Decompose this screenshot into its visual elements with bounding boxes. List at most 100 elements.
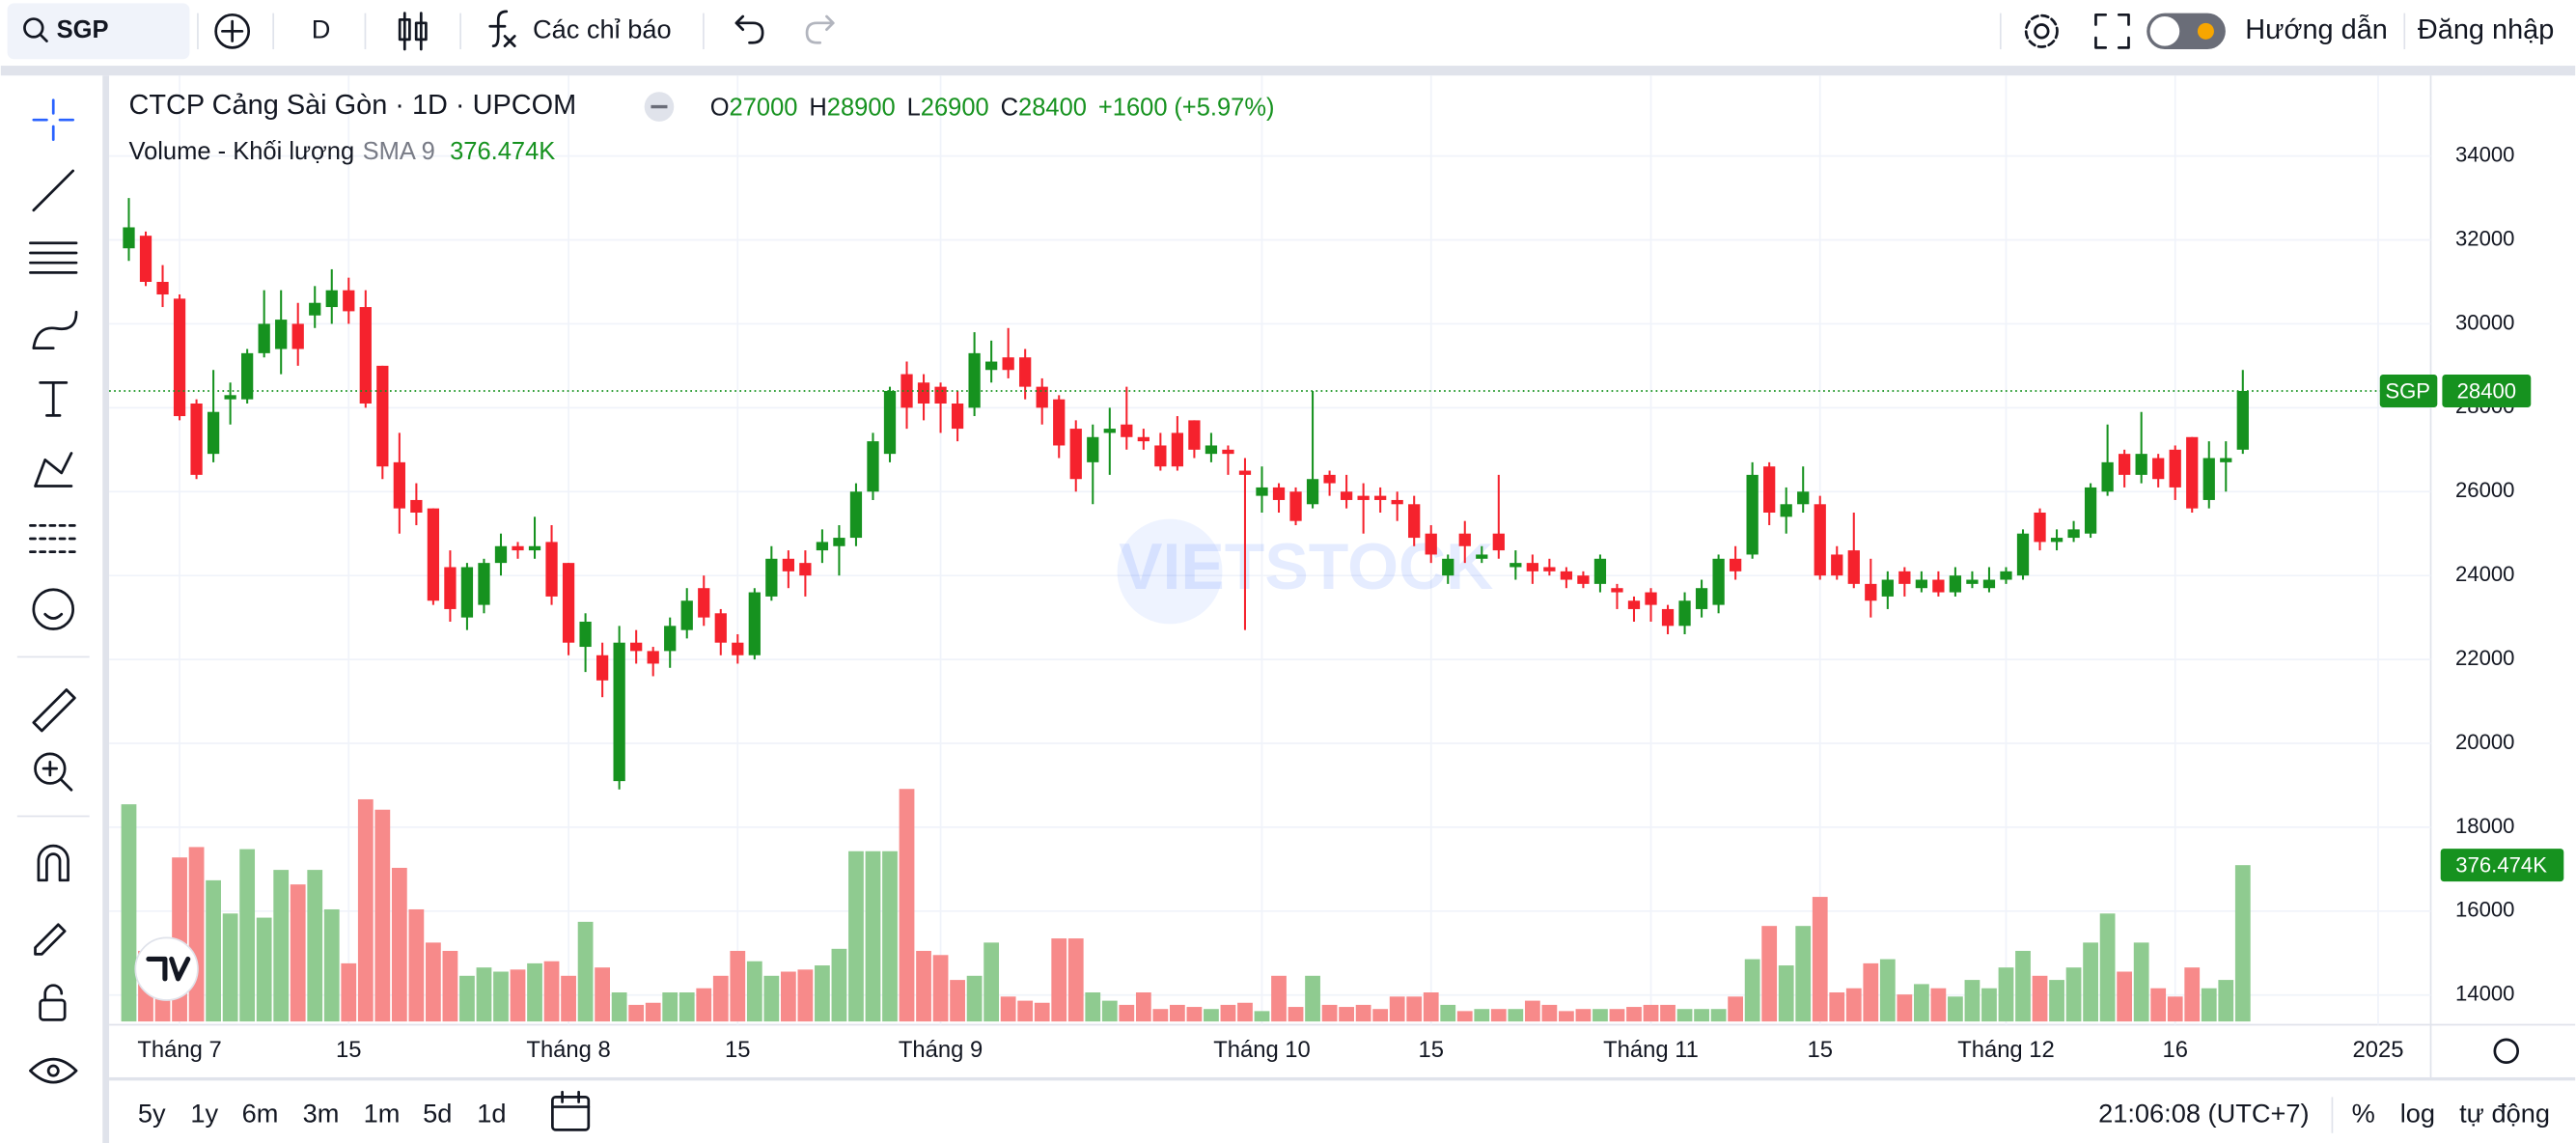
volume-bar [916, 950, 931, 1022]
compare-button[interactable] [214, 13, 251, 49]
indicators-button[interactable]: Các chỉ báo [533, 14, 672, 44]
lock-tool[interactable] [39, 998, 67, 1021]
y-tick-label: 18000 [2455, 814, 2514, 838]
symbol[interactable]: SGP [57, 16, 109, 43]
range-button[interactable]: 1d [477, 1098, 506, 1128]
ruler-tool[interactable] [32, 688, 76, 733]
volume-bar [1456, 1011, 1473, 1022]
candle-body [833, 538, 845, 546]
volume-bar [950, 980, 965, 1022]
range-button[interactable]: 1m [364, 1098, 401, 1128]
indicators-icon[interactable] [488, 10, 516, 47]
drawing-toolbar [16, 98, 90, 1084]
volume-bar [2184, 967, 2201, 1022]
candle-body [985, 361, 998, 371]
volume-bar [1778, 965, 1794, 1022]
range-button[interactable]: 5y [138, 1098, 166, 1128]
logo-mark [146, 956, 191, 982]
auto-toggle[interactable]: tự động [2459, 1098, 2550, 1128]
search-icon-handle [39, 33, 48, 42]
candle-body [630, 642, 643, 652]
candle-body [1442, 558, 1454, 576]
zoom-tool[interactable] [34, 752, 67, 785]
volume-bar [831, 948, 847, 1022]
candle-body [1272, 487, 1286, 500]
volume-bar [1490, 1009, 1507, 1022]
log-toggle[interactable]: log [2400, 1098, 2435, 1128]
volume-bar [2015, 950, 2031, 1022]
volume-bar [712, 975, 729, 1022]
interval[interactable]: D [312, 14, 331, 44]
candle-body [1121, 424, 1133, 437]
candle-body [934, 386, 947, 404]
ohlc-key: O [710, 94, 730, 121]
magnet-tool[interactable] [37, 844, 69, 882]
lock-drawing-tool[interactable] [34, 923, 67, 956]
volume-bar [1186, 1007, 1203, 1022]
candle-body [1222, 449, 1234, 455]
login-link[interactable]: Đăng nhập [2418, 14, 2554, 45]
candle-body [2084, 487, 2097, 534]
range-button[interactable]: 5d [423, 1098, 452, 1128]
axis-settings-button[interactable] [2493, 1038, 2520, 1065]
candle-body [782, 558, 794, 572]
candle-body [1560, 571, 1573, 580]
candle-body [258, 323, 270, 353]
clock: 21:06:08 (UTC+7) [2098, 1098, 2310, 1128]
volume-bar [2218, 980, 2234, 1022]
candle-body [647, 651, 659, 664]
brush-tool[interactable] [32, 310, 78, 350]
volume-bar [459, 975, 475, 1022]
candle-body [494, 545, 508, 564]
volume-bar [1559, 1011, 1574, 1022]
emoji-tool[interactable] [32, 588, 75, 630]
text-tool[interactable] [39, 381, 69, 417]
volume-bar [527, 962, 542, 1022]
guide-link[interactable]: Hướng dẫn [2245, 14, 2388, 45]
volume-bar [1845, 988, 1862, 1022]
volume-bar [1541, 1004, 1558, 1022]
candle-body [1611, 588, 1623, 593]
fullscreen-button[interactable] [2094, 13, 2130, 49]
x-tick-label: Tháng 11 [1603, 1037, 1699, 1063]
chart-type-button[interactable] [398, 12, 428, 51]
visibility-tool[interactable] [29, 1057, 78, 1084]
pattern-tool[interactable] [34, 452, 73, 488]
volume-bar [2133, 942, 2149, 1022]
volume-bar [1744, 959, 1760, 1022]
crosshair-tool[interactable] [32, 98, 75, 141]
volume-bar [1067, 938, 1084, 1022]
bottom-bar: 21:06:08 (UTC+7) % log tự động 5y 1y 6m 3m 1… [138, 1090, 2550, 1133]
candle-body [2000, 571, 2012, 580]
undo-button[interactable] [734, 14, 764, 44]
x-tick-label: 15 [1807, 1037, 1832, 1063]
parallel-lines-tool[interactable] [29, 241, 78, 274]
candle-body [309, 302, 321, 316]
range-button[interactable]: 3m [303, 1098, 340, 1128]
range-button[interactable]: 1y [190, 1098, 218, 1128]
percent-toggle[interactable]: % [2352, 1098, 2375, 1128]
candle-body [410, 499, 423, 513]
search-icon [23, 17, 44, 39]
volume-bar [595, 967, 611, 1022]
volume-bar [510, 969, 526, 1022]
trendline-tool[interactable] [32, 169, 75, 212]
symbol-search[interactable] [7, 3, 190, 60]
candle-body [1476, 554, 1488, 559]
range-button[interactable]: 6m [242, 1098, 279, 1128]
candle-body [1171, 432, 1184, 467]
candle-body [1797, 491, 1810, 505]
redo-button[interactable] [805, 14, 835, 44]
candle-body [1340, 491, 1353, 500]
fib-tool[interactable] [29, 524, 78, 553]
date-range-button[interactable] [551, 1096, 591, 1131]
emoji-smile [43, 612, 64, 620]
candle-body [156, 281, 169, 295]
volume-bar [290, 884, 306, 1022]
volume-bar [679, 992, 695, 1022]
ohlc-key: H [809, 94, 826, 121]
candle-body [1357, 495, 1370, 500]
settings-button[interactable] [2034, 23, 2050, 40]
volume-bar [1676, 1009, 1693, 1022]
